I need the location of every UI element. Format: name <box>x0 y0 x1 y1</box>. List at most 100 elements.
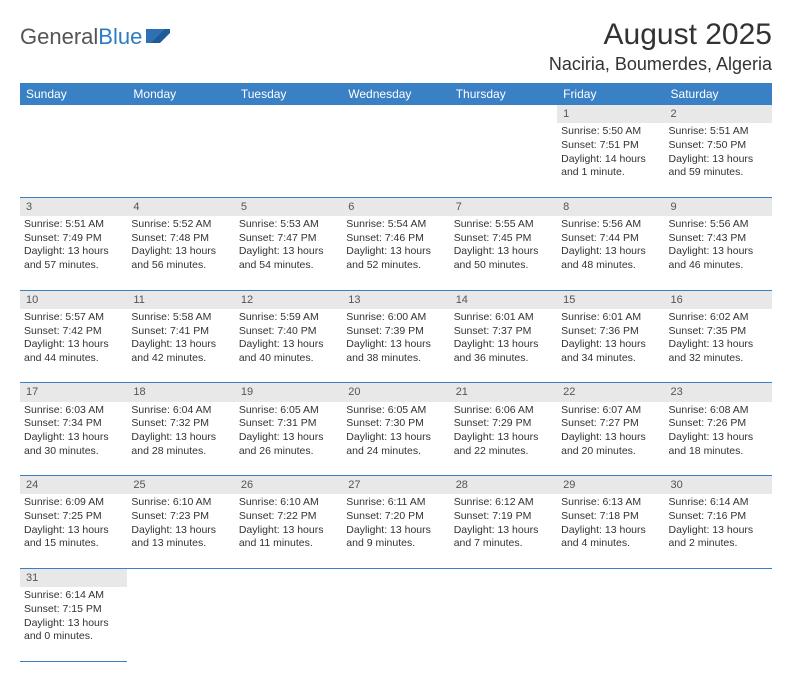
cell-content: Sunrise: 5:54 AMSunset: 7:46 PMDaylight:… <box>346 218 445 273</box>
sunset-text: Sunset: 7:30 PM <box>346 417 445 431</box>
day-number: 31 <box>20 568 127 587</box>
day-cell: Sunrise: 6:07 AMSunset: 7:27 PMDaylight:… <box>557 402 664 476</box>
day-cell: Sunrise: 6:13 AMSunset: 7:18 PMDaylight:… <box>557 494 664 568</box>
day-number: 22 <box>557 383 664 402</box>
day-cell: Sunrise: 6:14 AMSunset: 7:16 PMDaylight:… <box>665 494 772 568</box>
daynum-row: 17181920212223 <box>20 383 772 402</box>
sunrise-text: Sunrise: 5:56 AM <box>561 218 660 232</box>
cell-content: Sunrise: 6:10 AMSunset: 7:22 PMDaylight:… <box>239 496 338 551</box>
sunset-text: Sunset: 7:37 PM <box>454 325 553 339</box>
cell-content: Sunrise: 6:08 AMSunset: 7:26 PMDaylight:… <box>669 404 768 459</box>
day-number <box>557 568 664 587</box>
cell-content: Sunrise: 6:05 AMSunset: 7:31 PMDaylight:… <box>239 404 338 459</box>
sunrise-text: Sunrise: 6:02 AM <box>669 311 768 325</box>
sunrise-text: Sunrise: 5:58 AM <box>131 311 230 325</box>
sunrise-text: Sunrise: 6:12 AM <box>454 496 553 510</box>
daylight-text: Daylight: 13 hours and 22 minutes. <box>454 431 553 458</box>
day-cell <box>342 123 449 197</box>
cell-content: Sunrise: 6:03 AMSunset: 7:34 PMDaylight:… <box>24 404 123 459</box>
cell-content: Sunrise: 5:58 AMSunset: 7:41 PMDaylight:… <box>131 311 230 366</box>
month-title: August 2025 <box>549 18 772 52</box>
cell-content: Sunrise: 6:04 AMSunset: 7:32 PMDaylight:… <box>131 404 230 459</box>
sunset-text: Sunset: 7:40 PM <box>239 325 338 339</box>
sunrise-text: Sunrise: 6:03 AM <box>24 404 123 418</box>
day-cell: Sunrise: 5:50 AMSunset: 7:51 PMDaylight:… <box>557 123 664 197</box>
day-label: Tuesday <box>235 83 342 105</box>
sunrise-text: Sunrise: 6:06 AM <box>454 404 553 418</box>
day-cell: Sunrise: 5:57 AMSunset: 7:42 PMDaylight:… <box>20 309 127 383</box>
daylight-text: Daylight: 13 hours and 0 minutes. <box>24 617 123 644</box>
day-label: Thursday <box>450 83 557 105</box>
cell-content: Sunrise: 5:56 AMSunset: 7:43 PMDaylight:… <box>669 218 768 273</box>
day-cell: Sunrise: 5:53 AMSunset: 7:47 PMDaylight:… <box>235 216 342 290</box>
daylight-text: Daylight: 13 hours and 56 minutes. <box>131 245 230 272</box>
day-cell: Sunrise: 6:10 AMSunset: 7:22 PMDaylight:… <box>235 494 342 568</box>
day-cell: Sunrise: 6:02 AMSunset: 7:35 PMDaylight:… <box>665 309 772 383</box>
daylight-text: Daylight: 13 hours and 9 minutes. <box>346 524 445 551</box>
cell-content: Sunrise: 6:00 AMSunset: 7:39 PMDaylight:… <box>346 311 445 366</box>
calendar-body: 12 Sunrise: 5:50 AMSunset: 7:51 PMDayligh… <box>20 105 772 661</box>
day-number: 13 <box>342 290 449 309</box>
sunrise-text: Sunrise: 6:14 AM <box>24 589 123 603</box>
day-cell: Sunrise: 6:01 AMSunset: 7:36 PMDaylight:… <box>557 309 664 383</box>
sunset-text: Sunset: 7:31 PM <box>239 417 338 431</box>
daylight-text: Daylight: 13 hours and 28 minutes. <box>131 431 230 458</box>
sunset-text: Sunset: 7:32 PM <box>131 417 230 431</box>
sunrise-text: Sunrise: 6:13 AM <box>561 496 660 510</box>
day-number: 17 <box>20 383 127 402</box>
day-label: Monday <box>127 83 234 105</box>
sunrise-text: Sunrise: 5:59 AM <box>239 311 338 325</box>
daylight-text: Daylight: 13 hours and 40 minutes. <box>239 338 338 365</box>
sunset-text: Sunset: 7:46 PM <box>346 232 445 246</box>
daylight-text: Daylight: 14 hours and 1 minute. <box>561 153 660 180</box>
cell-content: Sunrise: 6:14 AMSunset: 7:16 PMDaylight:… <box>669 496 768 551</box>
day-cell: Sunrise: 5:52 AMSunset: 7:48 PMDaylight:… <box>127 216 234 290</box>
sunrise-text: Sunrise: 6:14 AM <box>669 496 768 510</box>
day-number <box>342 568 449 587</box>
cell-content: Sunrise: 6:12 AMSunset: 7:19 PMDaylight:… <box>454 496 553 551</box>
day-label: Saturday <box>665 83 772 105</box>
sunset-text: Sunset: 7:22 PM <box>239 510 338 524</box>
day-cell: Sunrise: 5:51 AMSunset: 7:50 PMDaylight:… <box>665 123 772 197</box>
day-number <box>342 105 449 123</box>
day-number: 24 <box>20 476 127 495</box>
day-label: Sunday <box>20 83 127 105</box>
daynum-row: 12 <box>20 105 772 123</box>
day-number: 18 <box>127 383 234 402</box>
daylight-text: Daylight: 13 hours and 30 minutes. <box>24 431 123 458</box>
content-row: Sunrise: 5:57 AMSunset: 7:42 PMDaylight:… <box>20 309 772 383</box>
content-row: Sunrise: 6:09 AMSunset: 7:25 PMDaylight:… <box>20 494 772 568</box>
sunrise-text: Sunrise: 5:56 AM <box>669 218 768 232</box>
day-number: 1 <box>557 105 664 123</box>
daynum-row: 31 <box>20 568 772 587</box>
logo: General Blue <box>20 18 170 50</box>
daylight-text: Daylight: 13 hours and 36 minutes. <box>454 338 553 365</box>
day-cell: Sunrise: 6:03 AMSunset: 7:34 PMDaylight:… <box>20 402 127 476</box>
day-number: 20 <box>342 383 449 402</box>
cell-content: Sunrise: 5:52 AMSunset: 7:48 PMDaylight:… <box>131 218 230 273</box>
cell-content: Sunrise: 5:50 AMSunset: 7:51 PMDaylight:… <box>561 125 660 180</box>
day-number: 27 <box>342 476 449 495</box>
day-number: 16 <box>665 290 772 309</box>
day-cell <box>127 587 234 661</box>
day-label: Friday <box>557 83 664 105</box>
day-number <box>20 105 127 123</box>
day-number: 23 <box>665 383 772 402</box>
daylight-text: Daylight: 13 hours and 54 minutes. <box>239 245 338 272</box>
day-number: 29 <box>557 476 664 495</box>
day-cell: Sunrise: 6:01 AMSunset: 7:37 PMDaylight:… <box>450 309 557 383</box>
day-number: 10 <box>20 290 127 309</box>
day-cell <box>20 123 127 197</box>
daylight-text: Daylight: 13 hours and 20 minutes. <box>561 431 660 458</box>
daylight-text: Daylight: 13 hours and 4 minutes. <box>561 524 660 551</box>
cell-content: Sunrise: 5:55 AMSunset: 7:45 PMDaylight:… <box>454 218 553 273</box>
day-cell <box>450 123 557 197</box>
day-label: Wednesday <box>342 83 449 105</box>
sunrise-text: Sunrise: 5:53 AM <box>239 218 338 232</box>
day-number: 8 <box>557 197 664 216</box>
day-cell: Sunrise: 6:12 AMSunset: 7:19 PMDaylight:… <box>450 494 557 568</box>
day-number: 4 <box>127 197 234 216</box>
sunrise-text: Sunrise: 6:01 AM <box>561 311 660 325</box>
day-number <box>665 568 772 587</box>
day-cell <box>557 587 664 661</box>
